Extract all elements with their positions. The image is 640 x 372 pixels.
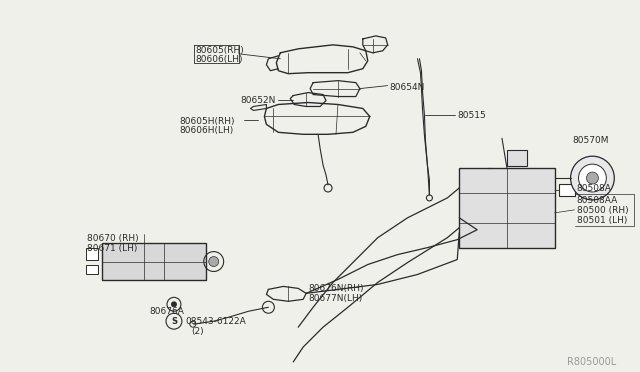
- Text: 80676A: 80676A: [149, 307, 184, 316]
- Bar: [507, 150, 527, 166]
- Circle shape: [209, 257, 219, 266]
- Bar: [86, 264, 99, 275]
- Circle shape: [171, 301, 177, 307]
- Text: 08543-6122A: 08543-6122A: [185, 317, 246, 326]
- Text: 80671 (LH): 80671 (LH): [88, 244, 138, 253]
- Circle shape: [579, 164, 606, 192]
- Bar: [86, 248, 99, 260]
- Text: 80605H(RH): 80605H(RH): [179, 118, 234, 126]
- Text: 80508AA: 80508AA: [577, 196, 618, 205]
- Text: 80500 (RH): 80500 (RH): [577, 206, 628, 215]
- Text: 80606H(LH): 80606H(LH): [179, 126, 233, 135]
- Text: 80605(RH): 80605(RH): [196, 46, 244, 55]
- Circle shape: [571, 156, 614, 200]
- Text: S: S: [171, 317, 177, 326]
- Text: 80508A: 80508A: [577, 184, 611, 193]
- Text: 80677N(LH): 80677N(LH): [308, 294, 362, 303]
- Circle shape: [586, 172, 598, 184]
- Text: 80501 (LH): 80501 (LH): [577, 216, 627, 225]
- Text: 80654N: 80654N: [390, 83, 425, 92]
- Text: 80676N(RH): 80676N(RH): [308, 285, 364, 294]
- Text: 80652N: 80652N: [241, 96, 276, 105]
- Bar: [460, 168, 555, 248]
- Text: 80515: 80515: [457, 112, 486, 121]
- Bar: [559, 184, 575, 196]
- Text: 80670 (RH): 80670 (RH): [88, 234, 139, 243]
- Text: 80606(LH): 80606(LH): [196, 55, 243, 64]
- Text: R805000L: R805000L: [567, 357, 616, 367]
- Bar: [102, 243, 206, 280]
- Text: (2): (2): [191, 327, 204, 336]
- Text: 80570M: 80570M: [573, 136, 609, 145]
